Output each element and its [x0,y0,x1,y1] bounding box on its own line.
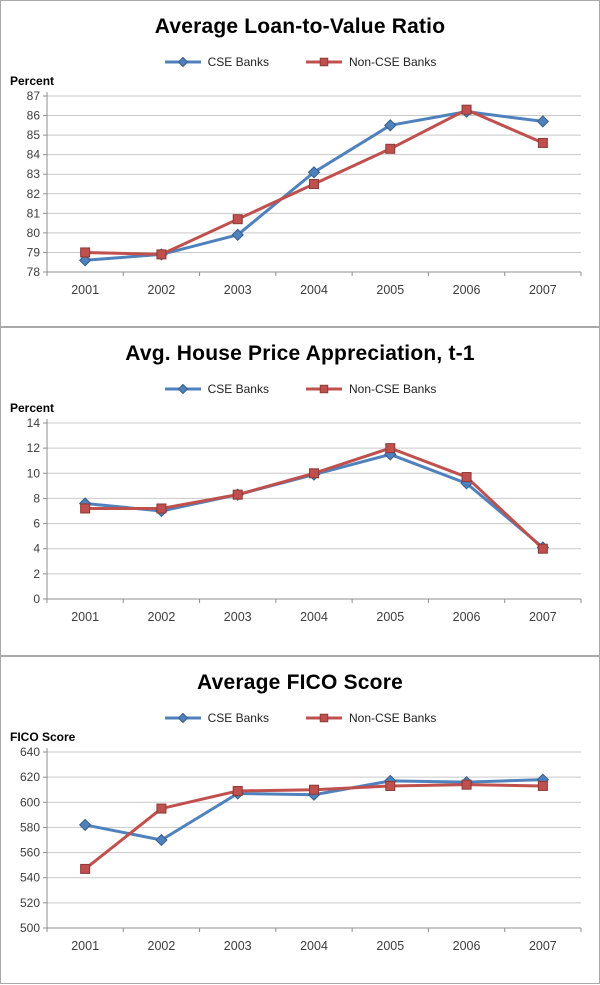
chart-panel-loan-to-value: Average Loan-to-Value Ratio CSE Banks No… [0,0,600,327]
legend-item-cse-banks: CSE Banks [164,711,269,725]
svg-text:78: 78 [27,265,41,279]
legend-label: CSE Banks [207,711,269,725]
legend-label: Non-CSE Banks [348,382,437,396]
legend-item-cse-banks: CSE Banks [164,55,269,69]
svg-text:2001: 2001 [71,939,99,953]
legend-item-non-cse-banks: Non-CSE Banks [305,382,436,396]
svg-text:14: 14 [27,416,41,430]
svg-text:2: 2 [33,567,40,581]
svg-text:2003: 2003 [224,939,252,953]
svg-text:2002: 2002 [148,283,176,297]
y-axis-title: Percent [10,401,55,415]
svg-text:87: 87 [27,89,41,103]
svg-text:2007: 2007 [529,939,557,953]
svg-text:0: 0 [33,592,40,606]
svg-text:2005: 2005 [376,939,404,953]
svg-text:85: 85 [27,128,41,142]
svg-text:4: 4 [33,542,40,556]
chart-legend: CSE Banks Non-CSE Banks [1,710,599,726]
chart-legend: CSE Banks Non-CSE Banks [1,381,599,397]
line-chart-plot: 0 2 4 6 8 10 12 14 2001 2002 2003 2004 2005 2006 2007 [27,416,582,624]
legend-label: Non-CSE Banks [348,711,437,725]
svg-text:2007: 2007 [529,283,557,297]
svg-text:82: 82 [27,187,41,201]
legend-label: CSE Banks [207,382,269,396]
chart-title: Average FICO Score [197,671,403,694]
legend-label: Non-CSE Banks [348,55,437,69]
legend-label: CSE Banks [207,55,269,69]
svg-text:80: 80 [27,226,41,240]
line-square-marker-icon [305,713,342,723]
line-diamond-marker-icon [164,56,201,68]
svg-text:640: 640 [20,745,40,759]
svg-text:2004: 2004 [300,939,328,953]
line-square-marker-icon [305,57,342,67]
svg-text:84: 84 [27,148,41,162]
svg-text:79: 79 [27,245,41,259]
svg-text:8: 8 [33,491,40,505]
svg-text:12: 12 [27,441,41,455]
svg-text:6: 6 [33,517,40,531]
line-diamond-marker-icon [164,712,201,724]
legend-item-cse-banks: CSE Banks [164,382,269,396]
svg-text:620: 620 [20,770,40,784]
line-chart-plot: 500 520 540 560 580 600 620 640 2001 2002 2003 2004… [20,745,582,953]
svg-text:540: 540 [20,871,40,885]
svg-text:2002: 2002 [148,610,176,624]
chart-panel-fico-score: Average FICO Score CSE Banks Non-CSE Ban… [0,656,600,984]
svg-text:2004: 2004 [300,610,328,624]
svg-text:500: 500 [20,921,40,935]
chart-panel-house-price-appreciation: Avg. House Price Appreciation, t-1 CSE B… [0,327,600,656]
svg-text:2005: 2005 [376,283,404,297]
svg-text:2007: 2007 [529,610,557,624]
svg-text:580: 580 [20,820,40,834]
svg-text:2001: 2001 [71,283,99,297]
legend-item-non-cse-banks: Non-CSE Banks [305,711,436,725]
svg-text:520: 520 [20,896,40,910]
y-axis-title: FICO Score [10,730,76,744]
svg-text:600: 600 [20,795,40,809]
svg-text:2001: 2001 [71,610,99,624]
svg-text:2004: 2004 [300,283,328,297]
svg-text:2005: 2005 [376,610,404,624]
svg-text:86: 86 [27,109,41,123]
line-diamond-marker-icon [164,383,201,395]
y-axis-title: Percent [10,74,55,88]
line-chart-plot: 78 79 80 81 82 83 84 85 86 87 2001 2002 2003 2004 2005… [27,89,582,297]
svg-text:10: 10 [27,466,41,480]
svg-text:2006: 2006 [453,283,481,297]
svg-text:2002: 2002 [148,939,176,953]
svg-text:2006: 2006 [453,939,481,953]
line-square-marker-icon [305,384,342,394]
svg-text:560: 560 [20,846,40,860]
legend-item-non-cse-banks: Non-CSE Banks [305,55,436,69]
svg-text:2003: 2003 [224,283,252,297]
svg-text:2003: 2003 [224,610,252,624]
svg-text:81: 81 [27,206,41,220]
svg-text:83: 83 [27,167,41,181]
chart-legend: CSE Banks Non-CSE Banks [1,54,599,70]
chart-title: Average Loan-to-Value Ratio [154,15,446,38]
chart-title: Avg. House Price Appreciation, t-1 [125,342,475,365]
svg-text:2006: 2006 [453,610,481,624]
